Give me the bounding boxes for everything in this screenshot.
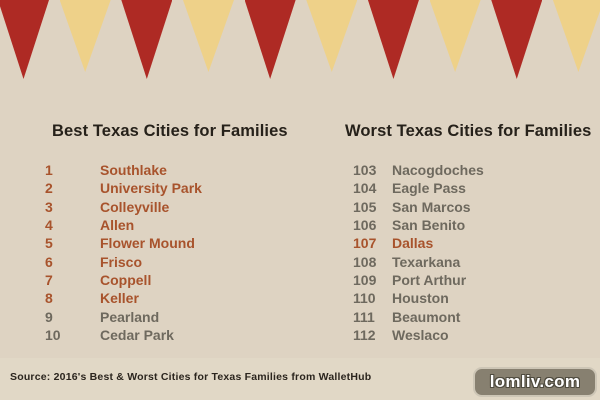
watermark-badge: lomliv.com	[473, 367, 597, 397]
best-list-title: Best Texas Cities for Families	[52, 122, 288, 140]
rank-number: 109	[353, 272, 377, 289]
yellow-pennant-triangle-icon	[182, 0, 234, 72]
rank-number: 107	[353, 235, 377, 252]
city-name: Nacogdoches	[392, 162, 484, 178]
city-name: Allen	[100, 217, 135, 234]
rank-number: 2	[45, 180, 53, 197]
list-item: 5 Flower Mound	[45, 234, 202, 252]
red-pennant-triangle-icon	[244, 0, 296, 79]
list-item: 2 University Park	[45, 179, 202, 197]
city-name: Dallas	[392, 235, 434, 252]
bunting-banner	[0, 0, 600, 79]
list-item: 1 Southlake	[45, 161, 202, 179]
city-name: Weslaco	[392, 327, 449, 344]
city-name: Beaumont	[392, 308, 461, 325]
city-name: Texarkana	[392, 253, 461, 270]
city-name: Coppell	[100, 272, 152, 289]
rank-number: 106	[353, 217, 377, 234]
rank-number: 112	[353, 327, 376, 344]
yellow-pennant-triangle-icon	[429, 0, 481, 72]
list-item: 3 Colleyville	[45, 198, 202, 216]
rank-number: 108	[353, 253, 377, 270]
list-item: 109 Port Arthur	[353, 271, 484, 289]
city-name: Port Arthur	[392, 272, 467, 289]
list-item: 110 Houston	[353, 289, 484, 307]
red-pennant-triangle-icon	[0, 0, 49, 79]
list-item: 108 Texarkana	[353, 253, 484, 271]
rank-number: 4	[45, 217, 53, 234]
list-item: 104 Eagle Pass	[353, 179, 484, 197]
rank-number: 1	[45, 162, 53, 178]
list-item: 10 Cedar Park	[45, 326, 202, 344]
list-item: 7 Coppell	[45, 271, 202, 289]
city-name: Southlake	[100, 162, 167, 178]
rank-number: 10	[45, 327, 61, 344]
worst-list-title: Worst Texas Cities for Families	[345, 122, 592, 140]
city-name: Flower Mound	[100, 235, 195, 252]
list-item: 111 Beaumont	[353, 308, 484, 326]
rank-number: 110	[353, 290, 376, 307]
rank-number: 104	[353, 180, 377, 197]
city-name: Eagle Pass	[392, 180, 466, 197]
city-name: Frisco	[100, 253, 143, 270]
rank-number: 6	[45, 253, 53, 270]
red-pennant-triangle-icon	[491, 0, 543, 79]
list-item: 8 Keller	[45, 289, 202, 307]
list-item: 107 Dallas	[353, 234, 484, 252]
city-name: University Park	[100, 180, 202, 197]
list-item: 112 Weslaco	[353, 326, 484, 344]
yellow-pennant-triangle-icon	[59, 0, 111, 72]
list-item: 9 Pearland	[45, 308, 202, 326]
city-name: Houston	[392, 290, 449, 307]
rank-number: 111	[353, 308, 375, 325]
list-item: 4 Allen	[45, 216, 202, 234]
red-pennant-triangle-icon	[367, 0, 419, 79]
rank-number: 9	[45, 308, 53, 325]
yellow-pennant-triangle-icon	[552, 0, 600, 72]
city-name: Pearland	[100, 308, 160, 325]
city-name: San Marcos	[392, 198, 471, 215]
city-name: Keller	[100, 290, 139, 307]
rank-number: 8	[45, 290, 53, 307]
list-item: 6 Frisco	[45, 253, 202, 271]
best-cities-list: 1 Southlake 2 University Park 3 Colleyville 4 A…	[45, 161, 202, 344]
rank-number: 7	[45, 272, 53, 289]
city-name: San Benito	[392, 217, 466, 234]
rank-number: 105	[353, 198, 377, 215]
rank-number: 103	[353, 162, 377, 178]
worst-cities-list: 103 Nacogdoches 104 Eagle Pass 105 San Marcos…	[353, 161, 484, 344]
rank-number: 5	[45, 235, 53, 252]
city-name: Cedar Park	[100, 327, 174, 344]
list-item: 103 Nacogdoches	[353, 161, 484, 179]
red-pennant-triangle-icon	[121, 0, 173, 79]
list-item: 105 San Marcos	[353, 198, 484, 216]
rank-number: 3	[45, 198, 53, 215]
watermark-text: lomliv.com	[489, 372, 581, 391]
city-name: Colleyville	[100, 198, 170, 215]
yellow-pennant-triangle-icon	[306, 0, 358, 72]
source-attribution-text: Source: 2016's Best & Worst Cities for T…	[10, 371, 372, 383]
list-item: 106 San Benito	[353, 216, 484, 234]
